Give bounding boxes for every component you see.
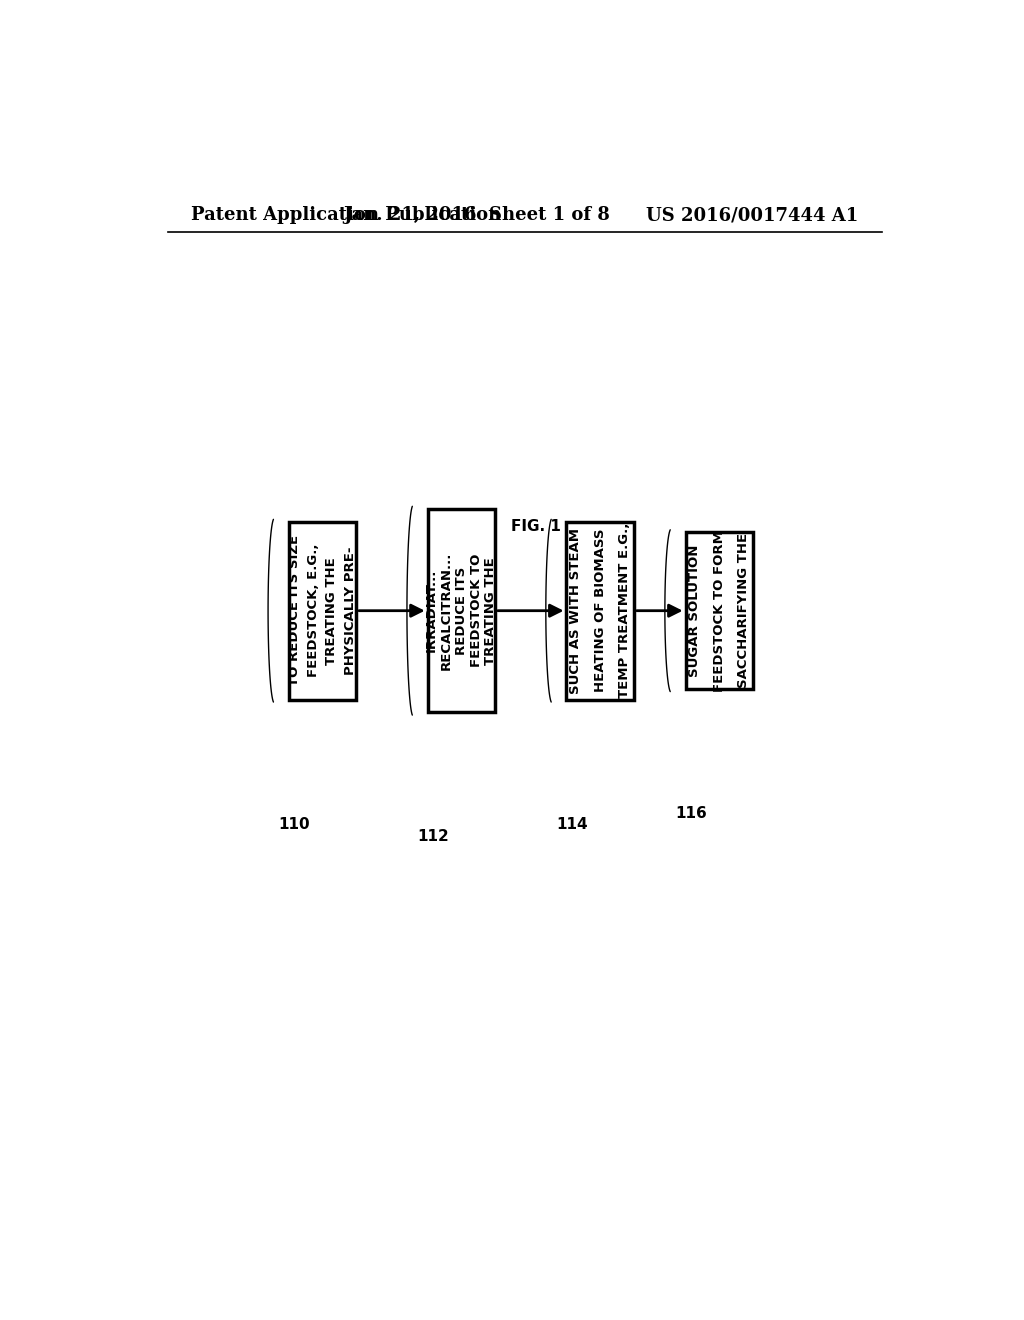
Text: PHYSICALLY PRE-: PHYSICALLY PRE-: [344, 546, 356, 675]
Bar: [685, 532, 753, 689]
Text: TREATING THE: TREATING THE: [326, 557, 338, 664]
Text: REDUCE ITS: REDUCE ITS: [455, 566, 468, 655]
Text: SACCHARIFYING THE: SACCHARIFYING THE: [737, 533, 751, 688]
Text: Patent Application Publication: Patent Application Publication: [191, 206, 502, 224]
Text: 116: 116: [675, 807, 707, 821]
Text: TEMP TREATMENT E.G.,: TEMP TREATMENT E.G.,: [618, 523, 632, 698]
Text: TO REDUCE ITS SIZE: TO REDUCE ITS SIZE: [288, 535, 301, 686]
Bar: [566, 521, 634, 700]
Text: US 2016/0017444 A1: US 2016/0017444 A1: [646, 206, 858, 224]
Text: FEEDSTOCK, E.G.,: FEEDSTOCK, E.G.,: [306, 544, 319, 677]
Text: FIG. 1: FIG. 1: [511, 519, 561, 535]
Text: 114: 114: [556, 817, 588, 832]
Text: HEATING OF BIOMASS: HEATING OF BIOMASS: [594, 529, 606, 693]
Text: SUCH AS WITH STEAM: SUCH AS WITH STEAM: [569, 528, 582, 694]
Text: SUGAR SOLUTION: SUGAR SOLUTION: [688, 545, 701, 677]
Text: RECALCITRAN...: RECALCITRAN...: [440, 552, 453, 669]
Text: 112: 112: [417, 829, 449, 845]
Text: 110: 110: [279, 817, 310, 832]
Bar: [289, 521, 356, 700]
Text: FEEDSTOCK TO FORM: FEEDSTOCK TO FORM: [713, 529, 726, 692]
Bar: [428, 510, 495, 713]
Text: FEEDSTOCK TO: FEEDSTOCK TO: [470, 554, 482, 668]
Text: Jan. 21, 2016  Sheet 1 of 8: Jan. 21, 2016 Sheet 1 of 8: [344, 206, 610, 224]
Text: TREATING THE: TREATING THE: [484, 557, 498, 664]
Text: IRRADIAT...: IRRADIAT...: [425, 569, 438, 652]
